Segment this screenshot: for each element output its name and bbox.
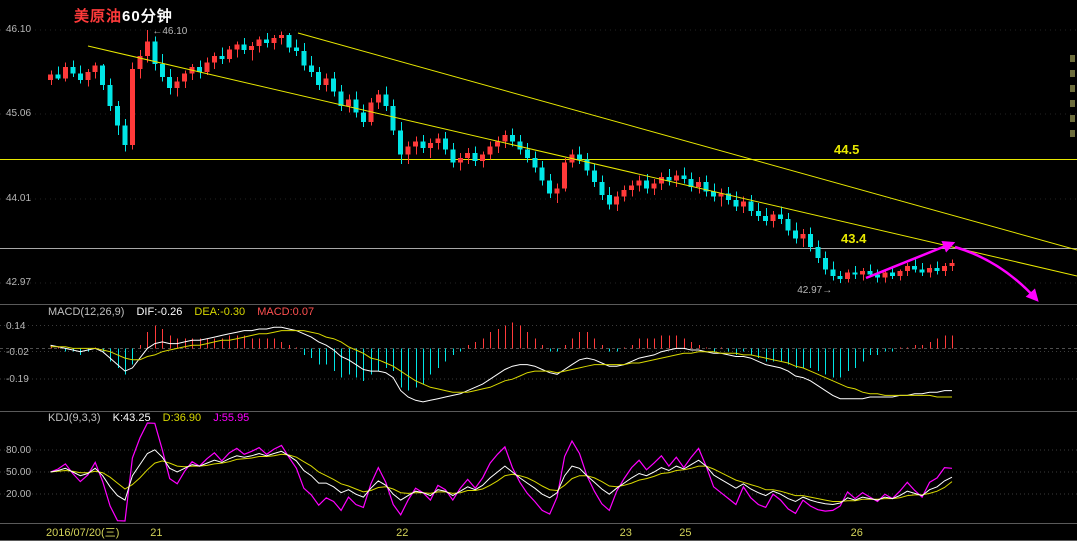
kdj-header: KDJ(9,3,3) K:43.25 D:36.90 J:55.95 [48, 412, 258, 425]
chart-title: 美原油60分钟 [74, 5, 173, 26]
main-y-axis-label: 46.10 [6, 23, 32, 35]
kdj-y-axis-label: 80.00 [6, 444, 32, 456]
kdj-j-value: J:55.95 [213, 412, 250, 424]
high-price-marker: ←46.10 [152, 25, 188, 37]
time-axis-label: 25 [679, 527, 692, 539]
macd-params-label: MACD(12,26,9) [48, 306, 125, 318]
level-label-43-4: 43.4 [841, 231, 867, 247]
low-price-marker: 42.97→ [797, 285, 833, 297]
main-y-axis-label: 42.97 [6, 277, 32, 289]
main-y-axis-label: 45.06 [6, 108, 32, 120]
main-y-axis-label: 44.01 [6, 193, 32, 205]
time-axis-label: 22 [396, 527, 409, 539]
kdj-k-value: K:43.25 [112, 412, 151, 424]
macd-y-axis-label: -0.02 [6, 346, 29, 358]
macd-dea-value: DEA:-0.30 [194, 306, 246, 318]
time-axis-label: 2016/07/20(三) [46, 527, 120, 539]
period-label: 60分钟 [122, 8, 173, 25]
right-edge-clipped-glyphs [1070, 55, 1075, 141]
kdj-y-axis-label: 20.00 [6, 489, 32, 501]
time-axis-label: 21 [150, 527, 163, 539]
macd-y-axis-label: -0.19 [6, 374, 29, 386]
macd-header: MACD(12,26,9) DIF:-0.26 DEA:-0.30 MACD:0… [48, 306, 323, 319]
time-axis-label: 26 [850, 527, 863, 539]
level-label-44-5: 44.5 [834, 142, 860, 158]
macd-macd-value: MACD:0.07 [257, 306, 315, 318]
kdj-y-axis-label: 50.00 [6, 467, 32, 478]
macd-y-axis-label: 0.14 [6, 320, 26, 332]
symbol-name: 美原油 [74, 8, 123, 25]
time-axis-label: 23 [619, 527, 632, 539]
kdj-d-value: D:36.90 [162, 412, 202, 424]
kdj-params-label: KDJ(9,3,3) [48, 412, 101, 424]
macd-dif-value: DIF:-0.26 [136, 306, 183, 318]
